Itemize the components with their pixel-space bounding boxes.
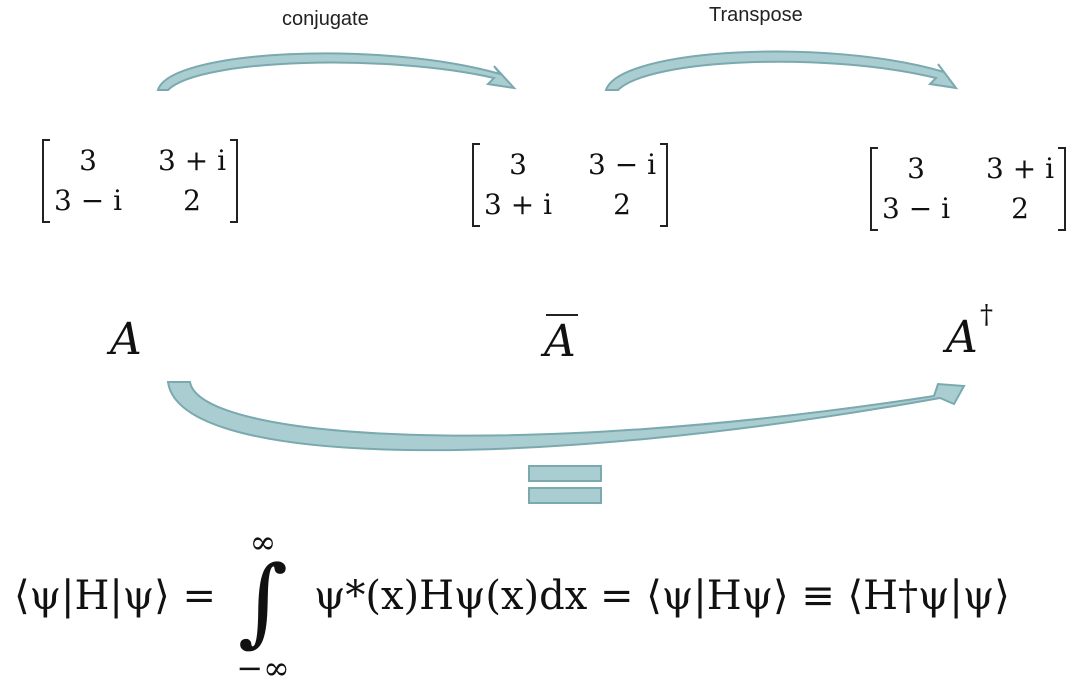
matrix-a-bar-cell: 3 − i — [588, 148, 657, 181]
matrix-a-cell: 3 — [79, 144, 97, 177]
symbol-a-bar-letter: A — [544, 316, 576, 367]
conjugate-bar — [546, 314, 578, 316]
equation-rhs: ψ*(x)Hψ(x)dx = ⟨ψ|Hψ⟩ ≡ ⟨H†ψ|ψ⟩ — [314, 573, 1010, 619]
equation-lhs: ⟨ψ|H|ψ⟩ = — [14, 573, 217, 619]
matrix-a-dagger-cell: 3 + i — [986, 152, 1055, 185]
conjugate-label: conjugate — [282, 8, 369, 30]
equals-bar-bottom — [528, 487, 602, 504]
conjugate-arrow — [156, 52, 517, 91]
matrix-a-cell: 3 − i — [54, 184, 123, 217]
integral-upper-limit: ∞ — [249, 523, 277, 561]
integral-lower-limit: −∞ — [236, 649, 290, 687]
matrix-a-bar-cell: 3 — [509, 148, 527, 181]
integral: ∞ ∫ −∞ — [228, 523, 298, 688]
matrix-a: 3 3 + i 3 − i 2 — [42, 139, 239, 223]
symbol-a-bar: A — [544, 310, 584, 366]
matrix-a-dagger-cell: 2 — [1011, 192, 1029, 225]
matrix-a-cell: 3 + i — [158, 144, 227, 177]
dagger-mark: † — [980, 300, 993, 330]
matrix-a-cell: 2 — [183, 184, 201, 217]
matrix-a-bar-cell: 2 — [613, 188, 631, 221]
matrix-a-bar-cell: 3 + i — [484, 188, 553, 221]
matrix-a-bar: 3 3 − i 3 + i 2 — [472, 143, 669, 227]
hermitian-adjoint-arrow — [166, 381, 966, 452]
equals-bar-top — [528, 465, 602, 482]
matrix-a-dagger-cell: 3 — [907, 152, 925, 185]
matrix-a-dagger-cell: 3 − i — [882, 192, 951, 225]
symbol-a: A — [110, 314, 142, 365]
symbol-a-dagger-letter: A — [946, 312, 978, 363]
symbol-a-dagger: A † — [946, 300, 1006, 366]
integral-sign: ∫ — [238, 545, 289, 657]
transpose-label: Transpose — [709, 4, 803, 26]
matrix-a-dagger: 3 3 + i 3 − i 2 — [870, 147, 1067, 231]
transpose-arrow — [604, 50, 959, 91]
